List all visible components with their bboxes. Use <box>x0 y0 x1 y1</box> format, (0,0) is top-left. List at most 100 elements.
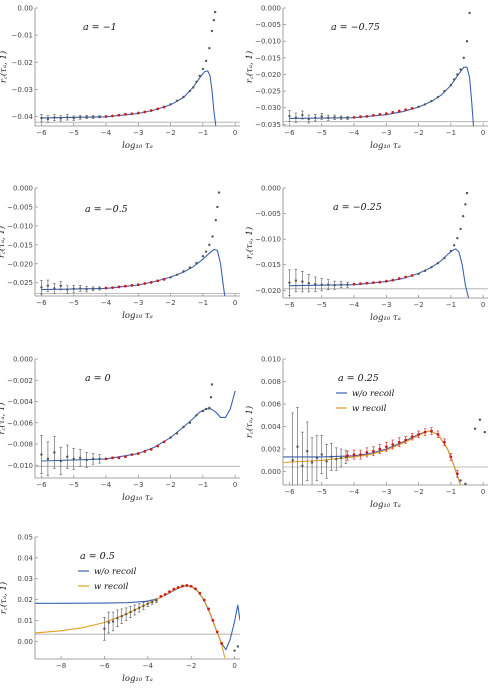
grey-data-point <box>456 236 459 240</box>
grey-data-point <box>204 407 208 411</box>
x-tick-label: −2 <box>165 129 175 137</box>
grey-data-point <box>473 427 477 430</box>
y-tick-label: −0.005 <box>255 210 281 218</box>
x-tick-label: −3 <box>133 129 143 137</box>
grey-data-point <box>462 56 465 60</box>
y-axis-label: r꜀(τₐ, 1) <box>0 402 7 434</box>
grey-data-point <box>459 227 462 231</box>
x-tick-label: −6 <box>284 129 295 137</box>
y-tick-label: 0.000 <box>261 468 281 476</box>
y-tick-label: 0.002 <box>261 446 281 454</box>
x-tick-label: −6 <box>36 481 47 489</box>
grey-data-point <box>204 250 208 253</box>
grey-data-point <box>307 117 311 121</box>
y-tick-label: −0.020 <box>255 71 281 79</box>
grey-data-point <box>233 649 236 652</box>
grey-data-point <box>301 280 304 283</box>
x-tick-label: −8 <box>56 662 66 670</box>
x-tick-label: −6 <box>36 129 47 137</box>
legend-label: w/o recoil <box>352 389 395 399</box>
red-data-point <box>123 112 127 116</box>
grey-data-point <box>133 608 136 612</box>
x-axis-label: log₁₀ τₐ <box>370 500 401 510</box>
panel-1: −6 −5 −4 −3 −2 −1 0 −0.04 −0.03 −0.02 −0.01 0.00 log… <box>0 5 240 151</box>
x-tick-label: −6 <box>99 662 110 670</box>
panel-6: −6 −5 −4 −3 −2 −1 0 0.000 0.002 0.004 0.006 0.008 0.… <box>244 356 488 510</box>
red-data-point <box>130 112 134 116</box>
grey-data-point <box>210 29 214 33</box>
red-data-point <box>365 450 369 454</box>
grey-data-point <box>314 282 317 286</box>
grey-data-point <box>201 67 205 71</box>
x-tick-label: −3 <box>381 129 391 137</box>
x-tick-label: 0 <box>481 488 485 496</box>
grey-data-point <box>142 604 145 608</box>
grey-data-point <box>307 281 311 285</box>
x-tick-label: −6 <box>36 299 47 307</box>
grey-data-point <box>417 105 420 108</box>
fit-curve <box>283 430 462 485</box>
legend-label: w/o recoil <box>94 567 137 577</box>
grey-data-point <box>78 287 82 290</box>
grey-data-point <box>53 116 56 119</box>
x-tick-label: −5 <box>317 129 327 137</box>
y-axis-label: r꜀(τₐ, 1) <box>244 227 255 259</box>
grey-data-point <box>320 283 323 286</box>
red-data-point <box>123 455 127 459</box>
grey-data-point <box>198 74 201 78</box>
red-data-point <box>449 455 453 459</box>
grey-data-point <box>346 283 349 286</box>
grey-data-point <box>175 99 179 102</box>
grey-data-point <box>326 283 330 286</box>
grey-data-point <box>195 80 198 83</box>
x-tick-label: −4 <box>101 299 112 307</box>
y-axis-label: r꜀(τₐ, 1) <box>244 51 255 83</box>
red-data-point <box>111 456 114 460</box>
red-data-point <box>149 280 153 284</box>
panel-5: −6 −5 −4 −3 −2 −1 0 −0.010 −0.008 −0.006 −0.004 −0.… <box>0 356 240 503</box>
x-tick-label: −2 <box>165 481 175 489</box>
red-data-point <box>104 115 108 118</box>
red-data-point <box>163 592 167 596</box>
grey-data-point <box>91 287 95 290</box>
grey-data-point <box>98 115 101 118</box>
x-tick-label: 0 <box>233 129 237 137</box>
red-data-point <box>162 440 166 444</box>
red-data-point <box>346 454 349 458</box>
x-tick-label: −3 <box>381 301 391 309</box>
panel-annotation: a = −1 <box>83 22 117 33</box>
red-data-point <box>417 432 420 436</box>
grey-data-point <box>339 116 343 119</box>
x-tick-label: −1 <box>446 301 456 309</box>
red-data-point <box>149 109 153 112</box>
panel-annotation: a = 0.25 <box>338 373 379 384</box>
panel-annotation: a = 0 <box>85 373 111 384</box>
y-tick-label: 0.03 <box>17 575 33 583</box>
grey-data-point <box>210 383 214 386</box>
plot-area <box>35 383 240 477</box>
red-data-point <box>391 278 395 282</box>
grey-data-point <box>294 116 298 119</box>
red-data-point <box>359 115 362 119</box>
panel-3: −6 −5 −4 −3 −2 −1 0 −0.025 −0.020 −0.015 −0.010 −0.… <box>0 185 240 321</box>
panel-annotation: a = −0.25 <box>333 202 382 213</box>
plot-area <box>35 583 240 659</box>
grey-data-point <box>436 95 440 99</box>
grey-data-point <box>175 432 179 435</box>
grey-data-point <box>116 617 119 620</box>
y-tick-label: 0.02 <box>17 596 33 604</box>
y-tick-label: −0.010 <box>7 222 33 230</box>
y-tick-label: −0.025 <box>255 88 281 96</box>
grey-data-point <box>310 461 314 464</box>
x-tick-label: −6 <box>284 301 295 309</box>
y-tick-label: 0.006 <box>261 401 282 409</box>
x-tick-label: −1 <box>446 129 456 137</box>
red-data-point <box>391 443 395 446</box>
red-data-point <box>162 277 166 281</box>
grey-data-point <box>288 114 291 118</box>
grey-data-point <box>301 464 304 468</box>
grey-data-point <box>459 68 462 71</box>
red-data-point <box>181 584 184 588</box>
red-data-point <box>371 281 375 285</box>
red-data-point <box>104 457 108 461</box>
